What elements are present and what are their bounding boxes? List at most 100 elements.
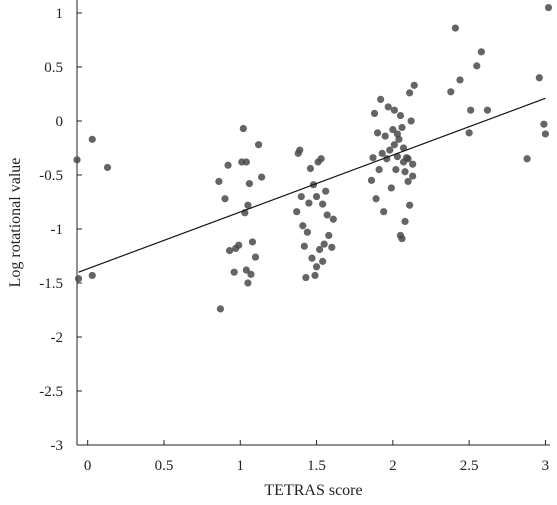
- data-point: [523, 155, 531, 163]
- data-point: [406, 201, 414, 209]
- data-point: [329, 215, 337, 223]
- data-point: [244, 201, 252, 209]
- data-point: [254, 141, 263, 149]
- data-point: [477, 48, 485, 56]
- data-point: [296, 146, 304, 154]
- x-tick-label: 0: [84, 458, 92, 474]
- y-tick-label: -2.5: [39, 384, 63, 400]
- data-point: [88, 135, 96, 143]
- y-tick-label: 1: [56, 6, 64, 22]
- data-point: [245, 180, 254, 188]
- data-point: [242, 158, 250, 166]
- data-point: [244, 279, 252, 287]
- data-point: [88, 271, 96, 280]
- data-point: [325, 231, 333, 240]
- data-point: [224, 161, 232, 169]
- y-axis-ticks: -3 -2.5 -2 -1.5 -1 -0.5 0 0.5 1: [39, 6, 82, 454]
- data-point: [319, 257, 327, 265]
- y-tick-label: -1.5: [39, 276, 63, 292]
- data-point: [258, 173, 266, 181]
- data-point: [239, 124, 247, 133]
- data-point: [297, 192, 305, 201]
- data-point: [300, 242, 308, 250]
- data-point: [404, 177, 412, 186]
- y-tick-label: 0: [56, 114, 64, 130]
- data-point: [216, 305, 225, 313]
- data-point: [230, 268, 238, 276]
- data-point: [215, 177, 223, 186]
- data-point: [306, 164, 315, 173]
- data-point: [323, 211, 331, 219]
- data-point: [541, 130, 550, 138]
- data-point: [367, 176, 376, 184]
- x-axis-title: TETRAS score: [264, 482, 362, 499]
- x-axis-ticks: 0 0.5 1 1.5 2 2.5 3: [84, 440, 549, 474]
- data-point: [235, 241, 243, 249]
- data-point: [328, 243, 336, 251]
- y-axis-title: Log rotational value: [7, 158, 24, 288]
- data-point: [447, 88, 455, 96]
- data-point: [544, 3, 553, 12]
- data-point: [221, 195, 229, 203]
- data-point: [319, 200, 327, 208]
- data-point: [398, 235, 406, 243]
- data-point: [293, 208, 301, 216]
- data-point: [369, 154, 377, 162]
- regression-line: [78, 97, 546, 273]
- data-point: [247, 270, 255, 278]
- data-point: [251, 253, 260, 261]
- data-point: [386, 146, 394, 154]
- data-point: [308, 254, 316, 262]
- data-point: [375, 165, 383, 174]
- data-point: [372, 195, 380, 203]
- data-point: [312, 192, 321, 201]
- data-point: [380, 208, 388, 216]
- data-point: [302, 273, 310, 282]
- x-tick-label: 1: [237, 458, 245, 474]
- y-tick-label: -1: [51, 222, 64, 238]
- data-point: [381, 132, 389, 140]
- data-point: [392, 165, 400, 174]
- y-tick-label: -3: [51, 438, 64, 454]
- data-point: [103, 163, 112, 172]
- x-tick-label: 2.5: [460, 458, 479, 474]
- x-tick-label: 2: [389, 458, 397, 474]
- data-point: [73, 156, 81, 164]
- data-point: [398, 123, 406, 132]
- data-point: [311, 271, 319, 280]
- data-point: [389, 126, 397, 134]
- data-point: [384, 103, 392, 111]
- data-point: [377, 95, 385, 103]
- x-tick-label: 0.5: [155, 458, 174, 474]
- scatter-points: [73, 3, 553, 313]
- data-point: [456, 76, 464, 84]
- data-point: [74, 275, 83, 283]
- data-point: [406, 89, 414, 97]
- data-point: [303, 228, 311, 236]
- data-point: [370, 109, 379, 118]
- data-point: [312, 263, 321, 271]
- x-tick-label: 3: [542, 458, 550, 474]
- data-point: [395, 135, 403, 143]
- data-point: [322, 187, 330, 195]
- data-point: [410, 81, 418, 89]
- x-tick-label: 1.5: [307, 458, 326, 474]
- data-point: [305, 199, 313, 207]
- data-point: [393, 153, 402, 161]
- data-point: [378, 149, 386, 157]
- y-tick-label: -2: [51, 330, 64, 346]
- data-point: [299, 222, 307, 230]
- data-point: [248, 238, 257, 246]
- y-tick-label: 0.5: [44, 60, 63, 76]
- y-tick-label: -0.5: [39, 168, 63, 184]
- data-point: [409, 160, 417, 168]
- data-point: [540, 120, 548, 128]
- data-point: [409, 172, 417, 180]
- data-point: [390, 106, 398, 114]
- data-point: [401, 168, 409, 176]
- data-point: [535, 74, 543, 82]
- data-point: [225, 246, 234, 255]
- data-point: [404, 155, 412, 163]
